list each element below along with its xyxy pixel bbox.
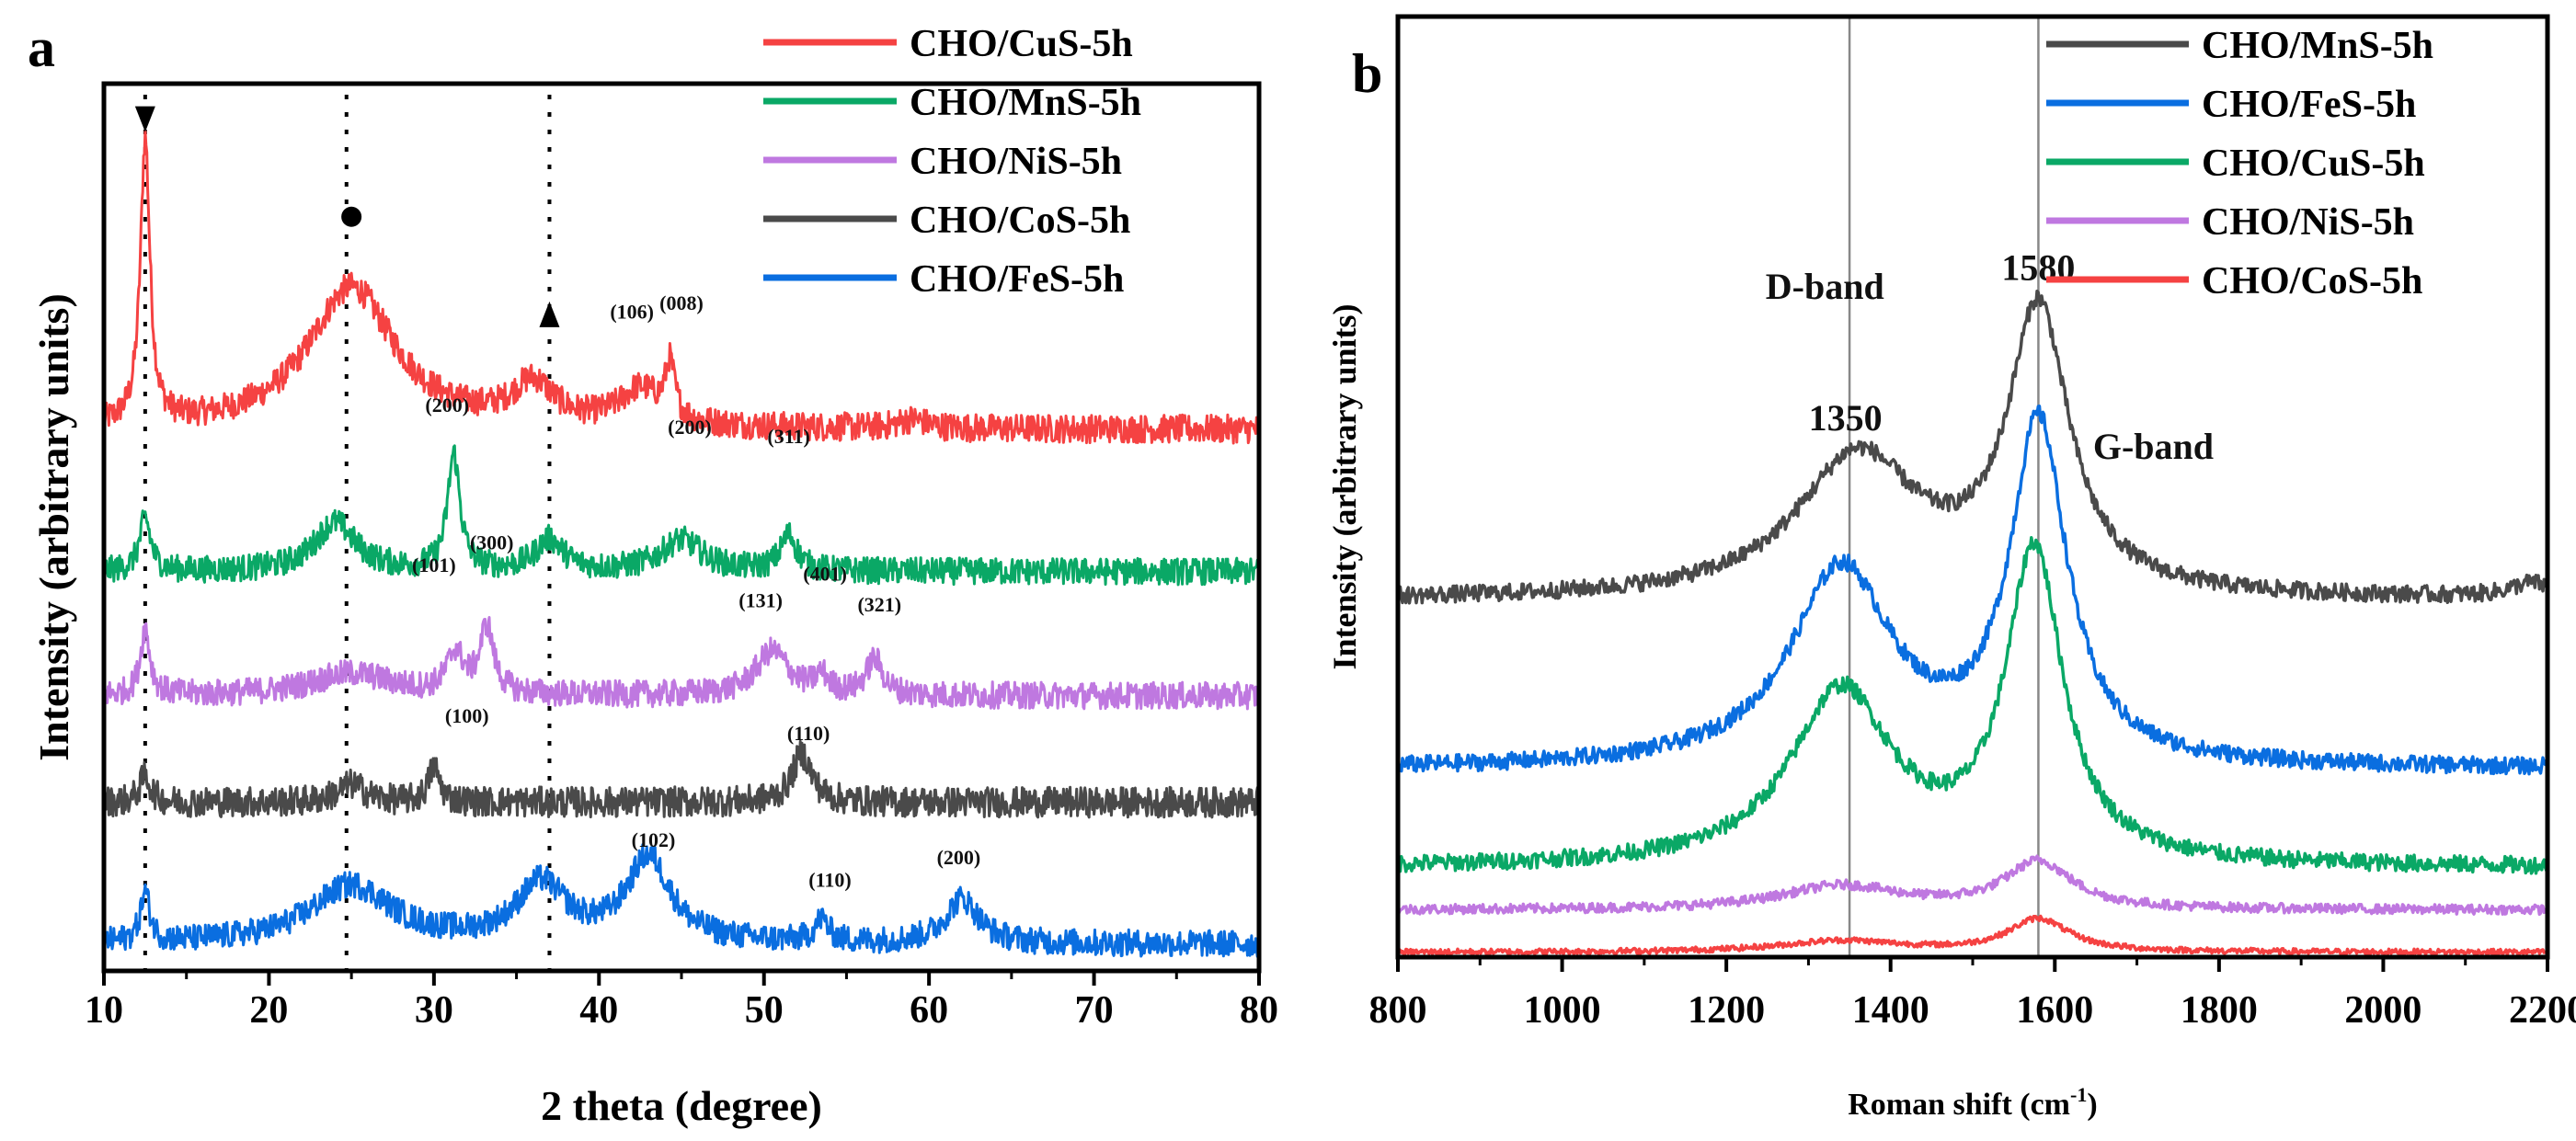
peak-annotation: (106): [610, 301, 654, 324]
legend-label: CHO/MnS-5h: [910, 82, 1141, 124]
x-tick-label: 1800: [2181, 989, 2258, 1032]
peak-annotation: (008): [659, 291, 704, 314]
peak-annotation: (300): [470, 531, 514, 554]
peak-annotation: (110): [808, 868, 851, 891]
peak-annotation: (321): [857, 593, 901, 616]
series-line-cho-cos-5h: [1396, 914, 2549, 957]
x-tick-label: 800: [1369, 989, 1427, 1032]
x-tick-label: 2000: [2344, 989, 2421, 1032]
y-axis-title: Intensity (arbitrary units): [30, 293, 77, 761]
x-tick-label: 50: [745, 989, 784, 1032]
legend-label: CHO/CoS-5h: [910, 200, 1130, 242]
peak-annotation: (200): [668, 416, 712, 439]
peak-annotation: (200): [937, 846, 981, 869]
triangle-up-marker: [539, 301, 560, 327]
legend: CHO/CuS-5h CHO/MnS-5h CHO/NiS-5h CHO/CoS-5h…: [763, 23, 1141, 301]
x-tick-label: 10: [85, 989, 123, 1032]
x-tick-label: 1200: [1688, 989, 1765, 1032]
x-tick-label: 1400: [1852, 989, 1929, 1032]
legend-label: CHO/FeS-5h: [910, 258, 1124, 301]
x-tick-label: 1000: [1524, 989, 1601, 1032]
peak-annotation: G-band: [2093, 426, 2214, 467]
legend-label: CHO/NiS-5h: [910, 141, 1122, 183]
panel-label: b: [1352, 43, 1382, 104]
x-tick-label: 20: [249, 989, 288, 1032]
peak-annotation: (401): [803, 562, 847, 585]
x-axis-title-end: ): [2087, 1088, 2097, 1122]
legend-label: CHO/FeS-5h: [2202, 84, 2416, 126]
peak-annotation: (311): [767, 425, 809, 448]
x-tick-label: 30: [415, 989, 453, 1032]
triangle-down-marker: [134, 106, 155, 132]
circle-marker: [341, 206, 362, 227]
peak-annotation: D-band: [1766, 266, 1884, 307]
peak-annotation: (200): [425, 394, 469, 416]
series-line-cho-nis-5h: [1396, 854, 2548, 917]
series-line-cho-mns-5h: [102, 444, 1261, 587]
series-line-cho-nis-5h: [102, 616, 1261, 711]
series-line-cho-cus-5h: [1396, 536, 2549, 875]
x-tick-label: 1600: [2016, 989, 2093, 1032]
x-axis-title: Roman shift (cm-1): [1848, 1083, 2098, 1122]
x-axis-title: 2 theta (degree): [541, 1082, 822, 1129]
peak-annotation: (101): [412, 553, 456, 576]
peak-annotation: (100): [445, 704, 489, 727]
x-tick-label: 70: [1075, 989, 1114, 1032]
series-line-cho-mns-5h: [1396, 290, 2549, 605]
peak-annotation: (131): [738, 588, 783, 611]
peak-annotation: (110): [787, 722, 830, 745]
x-tick-label: 40: [579, 989, 618, 1032]
x-axis-title-sup: -1: [2070, 1083, 2087, 1106]
y-axis-title: Intensity (arbitrary units): [1326, 304, 1363, 670]
series-line-cho-fes-5h: [1396, 405, 2549, 776]
x-axis-title-text: Roman shift (cm: [1848, 1088, 2070, 1122]
legend-label: CHO/CuS-5h: [910, 23, 1133, 65]
x-tick-label: 2200: [2509, 989, 2576, 1032]
legend: CHO/MnS-5h CHO/FeS-5h CHO/CuS-5h CHO/NiS-5h…: [2046, 25, 2433, 302]
peak-annotation: 1350: [1809, 397, 1883, 439]
x-tick-label: 80: [1240, 989, 1278, 1032]
legend-label: CHO/MnS-5h: [2202, 25, 2433, 67]
series-line-cho-fes-5h: [102, 843, 1261, 958]
panel-label: a: [28, 17, 55, 78]
peak-annotation: (102): [632, 828, 676, 851]
legend-label: CHO/NiS-5h: [2202, 201, 2414, 244]
panel-a: (106) (008) (200) (200) (311) (101) (300) (131)…: [28, 17, 1278, 1129]
x-tick-label: 60: [910, 989, 948, 1032]
legend-label: CHO/CuS-5h: [2202, 143, 2425, 185]
legend-label: CHO/CoS-5h: [2202, 260, 2422, 302]
series-line-cho-cos-5h: [102, 739, 1261, 819]
series-line-cho-cus-5h: [102, 130, 1260, 445]
